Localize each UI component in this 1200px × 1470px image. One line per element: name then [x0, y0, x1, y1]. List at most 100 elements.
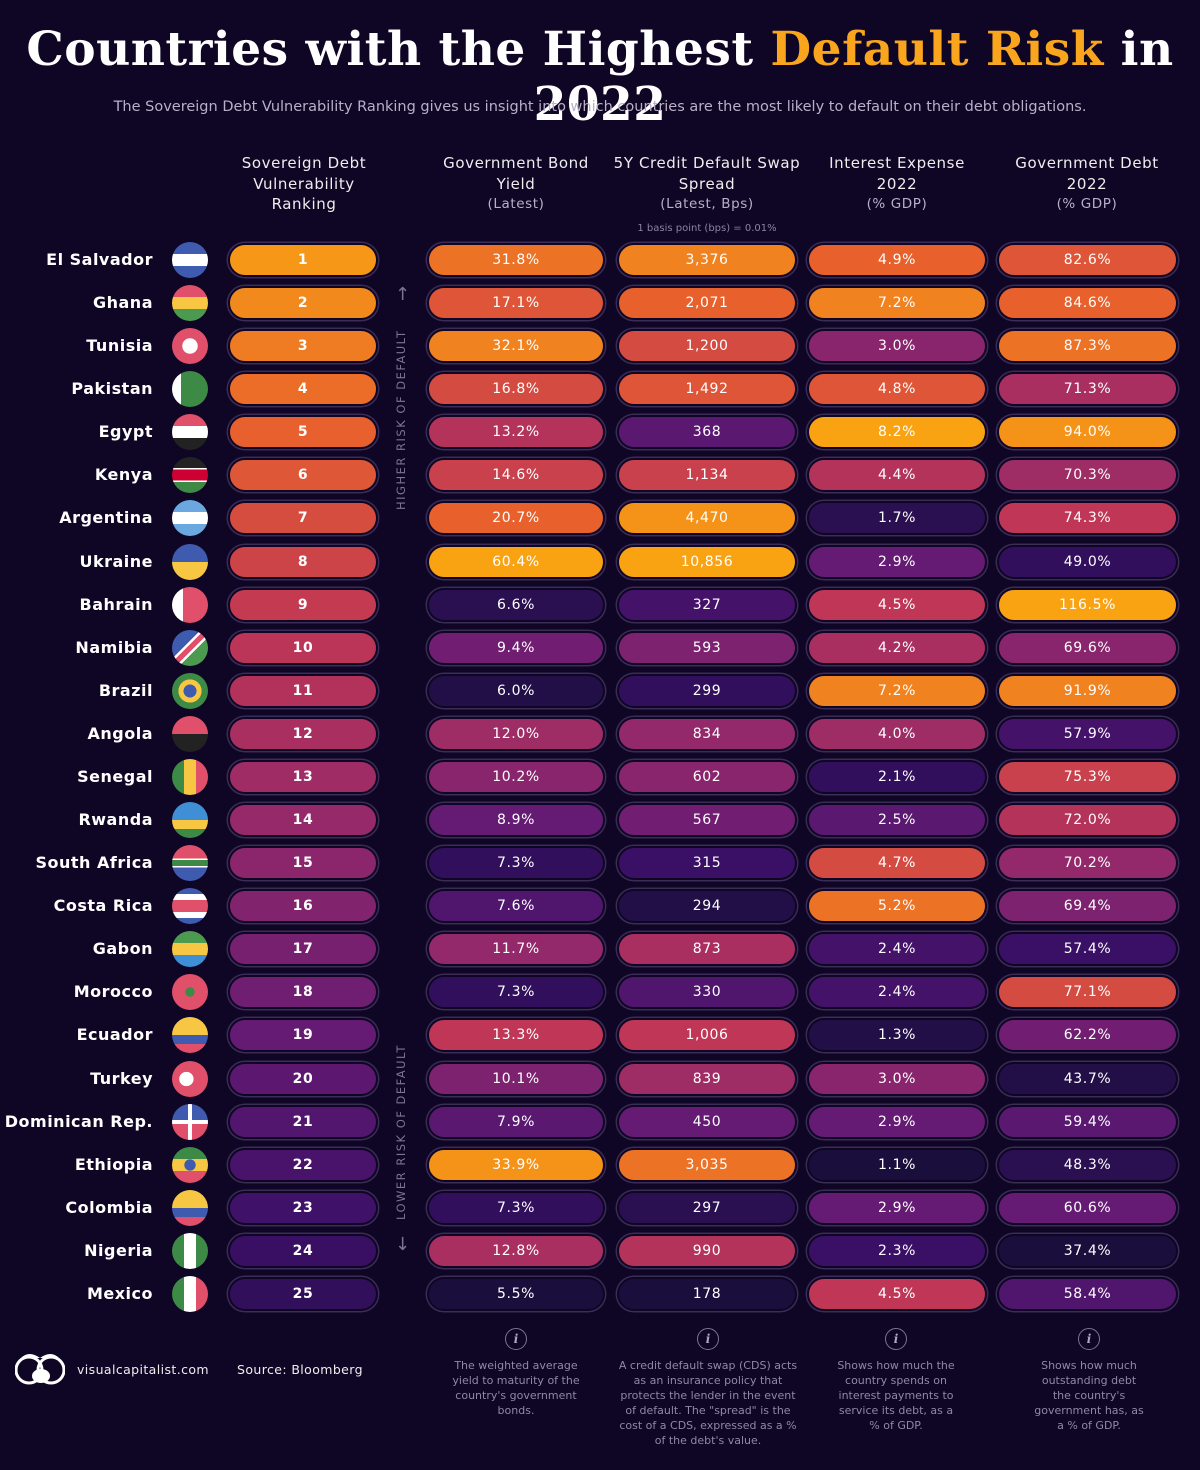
yield-cell: 11.7% [427, 932, 605, 967]
table-row: Argentina 7 20.7% 4,470 1.7% 74.3% [0, 500, 1200, 537]
cds-cell: 839 [617, 1061, 797, 1096]
rank-cell: 10 [228, 630, 378, 665]
info-icon: i [885, 1328, 907, 1350]
yield-cell: 7.3% [427, 846, 605, 881]
cds-cell: 1,006 [617, 1018, 797, 1053]
debt-cell: 43.7% [997, 1061, 1178, 1096]
country-name: Morocco [73, 982, 153, 1002]
column-header-bond-yield: Government Bond Yield (Latest) [427, 153, 605, 215]
cds-cell: 1,134 [617, 458, 797, 493]
interest-cell: 1.1% [807, 1147, 987, 1182]
country-name: El Salvador [46, 250, 153, 269]
debt-cell: 71.3% [997, 372, 1178, 407]
debt-cell: 70.3% [997, 458, 1178, 493]
rank-cell: 8 [228, 544, 378, 579]
footer-site: visualcapitalist.com [77, 1362, 209, 1377]
yield-cell: 13.3% [427, 1018, 605, 1053]
footer-source: Source: Bloomberg [237, 1362, 363, 1377]
column-title: Sovereign Debt Vulnerability Ranking [241, 154, 367, 213]
bahrain-flag-icon [172, 586, 208, 623]
cds-cell: 1,200 [617, 329, 797, 364]
debt-cell: 59.4% [997, 1104, 1178, 1139]
table-row: Nigeria 24 12.8% 990 2.3% 37.4% [0, 1232, 1200, 1269]
country-name: South Africa [35, 853, 153, 873]
dominican-republic-flag-icon [172, 1103, 208, 1140]
yield-cell: 17.1% [427, 286, 605, 321]
country-name: Namibia [75, 637, 153, 657]
debt-cell: 116.5% [997, 587, 1178, 622]
interest-cell: 2.5% [807, 803, 987, 838]
costa-rica-flag-icon [172, 888, 208, 925]
yield-cell: 12.0% [427, 716, 605, 751]
column-header-debt: Government Debt 2022 (% GDP) [1002, 153, 1172, 215]
table-row: Rwanda 14 8.9% 567 2.5% 72.0% [0, 802, 1200, 839]
info-icon: i [505, 1328, 527, 1350]
kenya-flag-icon [172, 457, 208, 494]
arrow-down-icon: ↓ [395, 1234, 411, 1255]
info-text: Shows how much outstanding debt the coun… [1034, 1359, 1144, 1432]
country-name: Costa Rica [53, 896, 153, 916]
debt-cell: 91.9% [997, 673, 1178, 708]
rank-cell: 17 [228, 932, 378, 967]
table-row: Bahrain 9 6.6% 327 4.5% 116.5% [0, 586, 1200, 623]
interest-cell: 2.4% [807, 932, 987, 967]
country-name: Senegal [77, 766, 153, 786]
debt-cell: 57.4% [997, 932, 1178, 967]
title-suffix: in 2022 [533, 22, 1174, 132]
title-prefix: Countries with the Highest [26, 22, 771, 77]
debt-cell: 69.6% [997, 630, 1178, 665]
south-africa-flag-icon [172, 845, 208, 882]
country-name: Tunisia [86, 336, 153, 356]
info-text: A credit default swap (CDS) acts as an i… [618, 1359, 798, 1447]
cds-cell: 873 [617, 932, 797, 967]
table-row: Morocco 18 7.3% 330 2.4% 77.1% [0, 974, 1200, 1011]
country-name: Egypt [98, 422, 153, 442]
rank-cell: 14 [228, 803, 378, 838]
table-row: Gabon 17 11.7% 873 2.4% 57.4% [0, 931, 1200, 968]
cds-cell: 294 [617, 889, 797, 924]
rank-cell: 13 [228, 759, 378, 794]
rank-cell: 15 [228, 846, 378, 881]
rank-cell: 24 [228, 1233, 378, 1268]
egypt-flag-icon [172, 414, 208, 451]
rank-cell: 21 [228, 1104, 378, 1139]
table-row: Colombia 23 7.3% 297 2.9% 60.6% [0, 1189, 1200, 1226]
country-name: Mexico [86, 1283, 153, 1303]
column-header-interest: Interest Expense 2022 (% GDP) [812, 153, 982, 215]
country-name: Bahrain [79, 594, 153, 614]
turkey-flag-icon [172, 1060, 208, 1097]
cds-cell: 330 [617, 975, 797, 1010]
yield-cell: 12.8% [427, 1233, 605, 1268]
country-name: Ecuador [76, 1025, 153, 1045]
table-row: Dominican Rep. 21 7.9% 450 2.9% 59.4% [0, 1103, 1200, 1140]
angola-flag-icon [172, 715, 208, 752]
interest-cell: 2.9% [807, 1190, 987, 1225]
country-name: Brazil [98, 680, 153, 700]
interest-cell: 4.0% [807, 716, 987, 751]
interest-cell: 5.2% [807, 889, 987, 924]
yield-cell: 60.4% [427, 544, 605, 579]
side-label-higher-risk: HIGHER RISK OF DEFAULT [394, 329, 408, 510]
cds-cell: 1,492 [617, 372, 797, 407]
table-row: El Salvador 1 31.8% 3,376 4.9% 82.6% [0, 242, 1200, 278]
debt-cell: 94.0% [997, 415, 1178, 450]
country-name: Angola [87, 723, 153, 743]
yield-cell: 7.9% [427, 1104, 605, 1139]
visual-capitalist-logo-icon [15, 1354, 65, 1385]
interest-cell: 2.4% [807, 975, 987, 1010]
rank-cell: 1 [228, 243, 378, 277]
interest-cell: 1.3% [807, 1018, 987, 1053]
rank-cell: 2 [228, 286, 378, 321]
colombia-flag-icon [172, 1189, 208, 1226]
interest-cell: 4.9% [807, 243, 987, 277]
cds-cell: 3,376 [617, 243, 797, 277]
cds-cell: 4,470 [617, 501, 797, 536]
cds-cell: 990 [617, 1233, 797, 1268]
yield-cell: 32.1% [427, 329, 605, 364]
morocco-flag-icon [172, 974, 208, 1011]
cds-cell: 10,856 [617, 544, 797, 579]
debt-cell: 70.2% [997, 846, 1178, 881]
cds-cell: 834 [617, 716, 797, 751]
debt-cell: 77.1% [997, 975, 1178, 1010]
argentina-flag-icon [172, 500, 208, 537]
